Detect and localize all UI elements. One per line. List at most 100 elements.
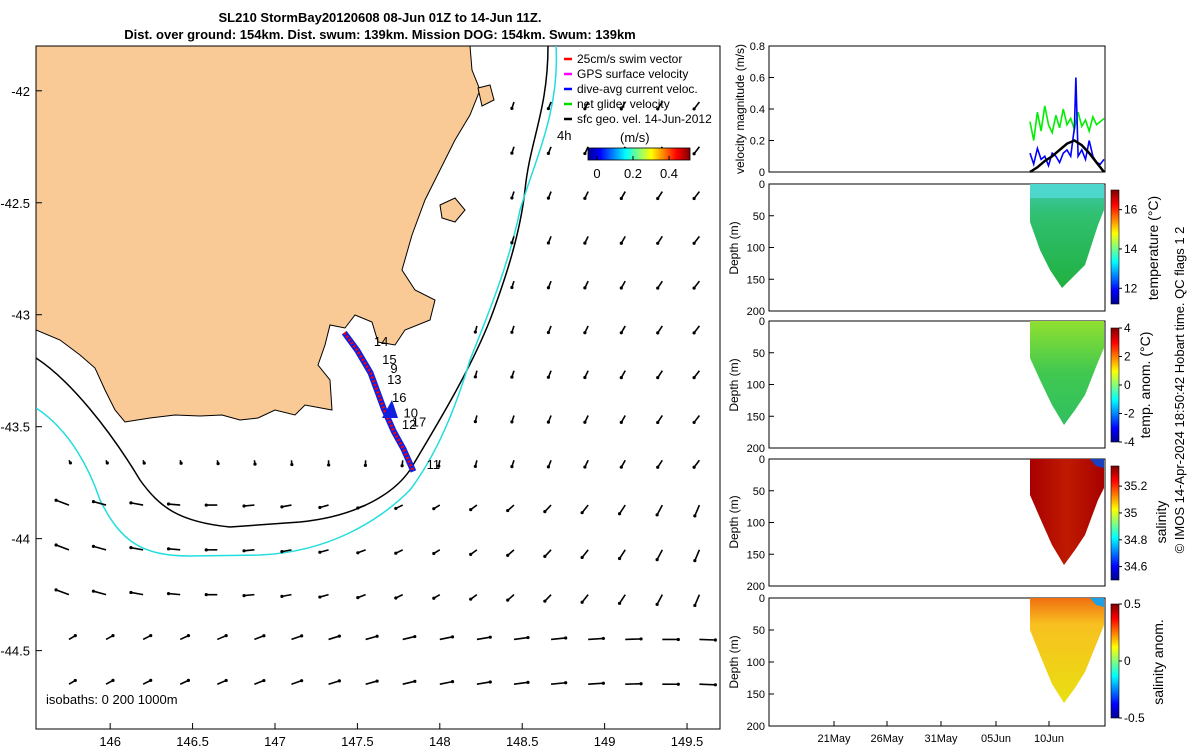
cbar-tick-label: 34.6 [1124,560,1148,574]
velocity-arrow [291,635,302,641]
depth-tick-label: 200 [747,443,765,455]
velocity-arrow [254,635,265,641]
salinity-anomaly-colorbar [1110,603,1120,719]
temperature-ylabel: Depth (m) [727,221,741,274]
island-2 [477,84,495,107]
velocity-tick-label: 0 [759,167,765,179]
velocity-arrow-head [583,286,587,290]
velocity-arrow [281,504,292,508]
salinity-anomaly-section [1030,598,1104,703]
velocity-arrow-head [262,678,266,683]
velocity-arrow [588,682,604,686]
velocity-arrow-head [506,508,510,513]
velocity-arrow-head [375,634,379,638]
velocity-arrow-head [692,286,696,290]
velocity-arrow-head [91,544,96,548]
velocity-arrow-head [506,598,510,602]
velocity-arrow-head [526,680,530,684]
velocity-arrow-head [356,551,360,555]
depth-tick-label: 150 [747,411,765,423]
velocity-arrow [130,591,144,596]
velocity-arrow-head [510,106,514,110]
velocity-arrow-head [129,546,133,550]
salinity-cbar-label: salinity [1153,501,1169,544]
velocity-arrow-head [676,637,680,642]
velocity-arrow [699,638,716,641]
depth-tick-label: 100 [747,243,765,255]
velocity-arrow-head [693,514,697,518]
velocity-arrow-head [262,634,266,638]
velocity-arrow-head [583,107,587,111]
velocity-arrow-head [510,465,514,469]
cbar-tick-label: 14 [1124,242,1138,256]
velocity-arrow-head [617,512,622,516]
lat-tick-label: -44 [11,532,30,547]
velocity-arrow [130,546,144,551]
velocity-arrow-head [242,593,246,598]
temp-anomaly-ylabel: Depth (m) [727,358,741,411]
velocity-arrow-head [656,420,660,425]
cbar-tick-label: -0.5 [1124,711,1145,725]
velocity-yticks: 0 0.2 0.4 0.6 0.8 [750,41,774,179]
depth-tick-label: 200 [747,721,765,733]
velocity-arrow-head [617,601,622,605]
velocity-arrow-head [510,330,514,334]
day-label: 15 [382,352,396,367]
velocity-arrow-head [619,331,623,335]
lon-tick-label: 148.5 [506,734,539,749]
cbar-tick-label: 12 [1124,281,1138,295]
velocity-arrow-head [280,505,284,509]
velocity-arrow-head [337,679,341,683]
velocity-arrow-head [601,681,605,685]
colorbar-ticks: 0 0.2 0.4 [593,156,678,181]
salinity-anomaly-surface [1090,598,1104,607]
cbar-tick-label: 0 [1124,654,1131,668]
velocity-arrow-head [639,637,643,641]
temp-anomaly-colorbar [1110,327,1120,443]
velocity-arrow-head [583,196,587,200]
cbar-tick-label: 35 [1124,506,1138,520]
velocity-arrow-head [713,638,717,642]
legend-label: GPS surface velocity [577,67,688,81]
velocity-arrow-head [655,513,659,517]
velocity-arrow-head [619,196,623,201]
velocity-arrow [476,636,491,641]
velocity-arrow [513,636,529,641]
velocity-arrow-head [546,151,551,155]
velocity-arrow-head [656,465,660,469]
day-label: 14 [374,334,388,349]
salinity-colorbar-ticks: 34.6 34.8 35 35.2 [1119,479,1148,574]
day-label: 10 [404,406,418,421]
velocity-arrow-head [510,151,514,155]
temperature-colorbar-ticks: 12 14 16 [1119,203,1138,295]
timestamp-label: 4h [557,128,571,143]
velocity-arrow-head [583,375,587,380]
velocity-arrow-head [149,678,153,682]
day-label: 16 [392,390,406,405]
velocity-arrow-head [166,592,171,596]
velocity-arrow-head [300,679,304,683]
velocity-arrow-head [356,595,360,600]
velocity-arrow-head [546,106,551,111]
velocity-arrow-head [432,551,436,556]
swim-vector-trace [343,331,415,473]
temp-anomaly-panel: 0 50 100 150 200 Depth (m) -4 -2 0 2 4 temp. ano… [727,316,1153,455]
depth-tick-label: 150 [747,689,765,701]
velocity-arrow-head [111,633,115,638]
velocity-arrow-head [692,376,696,380]
velocity-arrow-head [655,602,659,606]
velocity-arrow-head [473,464,477,468]
velocity-arrow-head [253,462,257,466]
depth-tick-label: 50 [753,486,765,498]
velocity-series [1029,77,1105,174]
velocity-arrow [216,634,227,641]
velocity-arrow-head [692,465,696,469]
velocity-arrow [550,637,566,641]
time-tick-label: 10Jun [1034,733,1064,745]
lon-tick-label: 146.5 [176,734,209,749]
velocity-arrow-head [564,681,568,685]
velocity-arrow [55,589,70,596]
temperature-surface-layer [1030,184,1104,198]
velocity-arrow-head [601,636,605,641]
